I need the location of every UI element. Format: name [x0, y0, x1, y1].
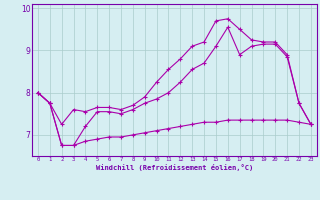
X-axis label: Windchill (Refroidissement éolien,°C): Windchill (Refroidissement éolien,°C) — [96, 164, 253, 171]
